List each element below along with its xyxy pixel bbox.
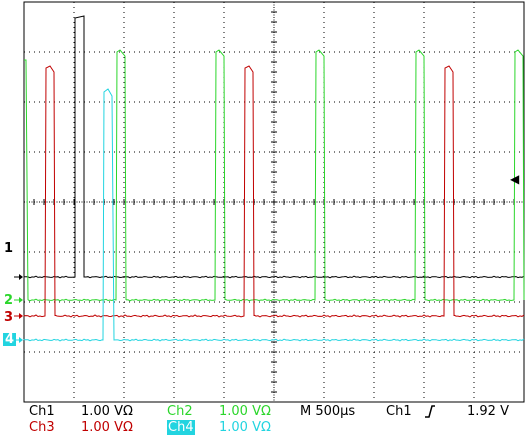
trigger-level-arrow-icon: ◀ [510, 172, 520, 186]
channel-markers [14, 274, 23, 343]
ch2-marker-arrow-icon [19, 297, 23, 303]
ch4-marker-label: 4 [5, 332, 15, 347]
timebase: M 500µs [300, 404, 356, 419]
ch3-marker-arrow-icon [19, 313, 23, 319]
ch3-scale: 1.00 VΩ [81, 420, 133, 435]
ch2-marker-label: 2 [4, 293, 14, 308]
ch1-trace [23, 15, 525, 279]
ch1-marker-label: 1 [4, 241, 14, 256]
ch2-trace [24, 49, 525, 302]
trigger-level-marker: ◀ [510, 172, 519, 187]
ch4-ground-marker: 4 [3, 332, 17, 347]
rising-edge-icon [425, 405, 435, 418]
waveform-traces [23, 15, 525, 342]
ch3-trace [23, 65, 525, 318]
ch4-marker-arrow-icon [19, 337, 23, 343]
ch1-name: Ch1 [29, 404, 55, 419]
ch1-marker-arrow-icon [19, 274, 23, 280]
ch4-scale: 1.00 VΩ [219, 420, 271, 435]
ch3-name: Ch3 [29, 420, 55, 435]
trigger-level: 1.92 V [467, 404, 509, 419]
ch4-name: Ch4 [167, 420, 195, 435]
ch1-scale: 1.00 VΩ [81, 404, 133, 419]
graticule [23, 1, 525, 403]
ch3-ground-marker: 3 [4, 311, 13, 324]
ch2-scale: 1.00 VΩ [219, 404, 271, 419]
ch3-marker-label: 3 [4, 310, 14, 325]
trigger-source: Ch1 [386, 404, 412, 419]
ch4-trace [23, 88, 525, 342]
ch1-ground-marker: 1 [4, 242, 13, 255]
ch2-name: Ch2 [167, 404, 193, 419]
ch2-ground-marker: 2 [4, 294, 13, 307]
